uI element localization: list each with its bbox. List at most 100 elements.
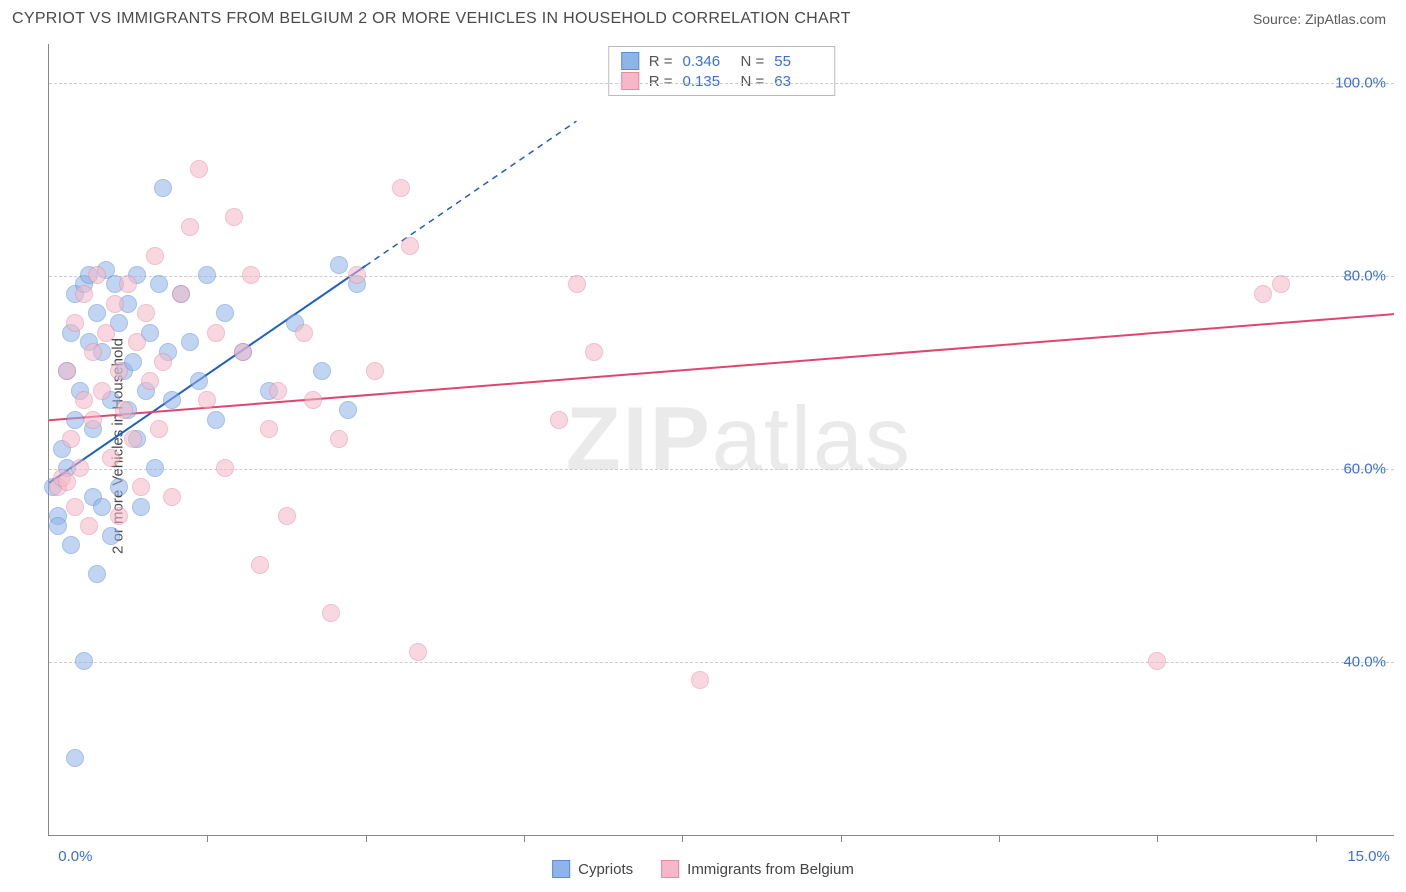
legend-label: Immigrants from Belgium (687, 861, 854, 878)
x-tick (1316, 835, 1317, 842)
data-point (66, 498, 84, 516)
data-point (392, 179, 410, 197)
n-value: 63 (774, 73, 822, 90)
data-point (93, 382, 111, 400)
data-point (154, 353, 172, 371)
data-point (58, 473, 76, 491)
data-point (251, 556, 269, 574)
r-value: 0.346 (683, 53, 731, 70)
data-point (163, 391, 181, 409)
data-point (330, 430, 348, 448)
chart-title: CYPRIOT VS IMMIGRANTS FROM BELGIUM 2 OR … (12, 10, 851, 28)
data-point (110, 507, 128, 525)
data-point (691, 671, 709, 689)
data-point (322, 604, 340, 622)
data-point (181, 333, 199, 351)
data-point (150, 275, 168, 293)
legend-swatch (661, 860, 679, 878)
data-point (102, 527, 120, 545)
watermark: ZIPatlas (566, 388, 912, 491)
data-point (366, 362, 384, 380)
data-point (124, 430, 142, 448)
data-point (62, 536, 80, 554)
x-tick-label: 15.0% (1347, 848, 1390, 865)
data-point (348, 266, 366, 284)
data-point (1272, 275, 1290, 293)
r-label: R = (649, 53, 673, 70)
data-point (154, 179, 172, 197)
data-point (141, 372, 159, 390)
scatter-chart: ZIPatlas R =0.346N =55R =0.135N =63 40.0… (48, 44, 1394, 836)
data-point (216, 459, 234, 477)
data-point (401, 237, 419, 255)
data-point (115, 401, 133, 419)
data-point (66, 411, 84, 429)
data-point (128, 333, 146, 351)
data-point (71, 459, 89, 477)
data-point (409, 643, 427, 661)
chart-header: CYPRIOT VS IMMIGRANTS FROM BELGIUM 2 OR … (0, 0, 1406, 33)
data-point (80, 517, 98, 535)
data-point (146, 459, 164, 477)
y-tick-label: 60.0% (1343, 460, 1386, 477)
data-point (84, 411, 102, 429)
legend-item: Immigrants from Belgium (661, 860, 854, 878)
gridline (49, 469, 1394, 470)
data-point (550, 411, 568, 429)
data-point (84, 343, 102, 361)
data-point (207, 324, 225, 342)
data-point (137, 304, 155, 322)
x-tick (366, 835, 367, 842)
data-point (260, 420, 278, 438)
data-point (1148, 652, 1166, 670)
y-tick-label: 40.0% (1343, 654, 1386, 671)
data-point (106, 295, 124, 313)
data-point (585, 343, 603, 361)
x-tick (999, 835, 1000, 842)
data-point (49, 517, 67, 535)
y-tick-label: 80.0% (1343, 267, 1386, 284)
x-tick (207, 835, 208, 842)
x-tick-label: 0.0% (58, 848, 92, 865)
data-point (304, 391, 322, 409)
correlation-legend: R =0.346N =55R =0.135N =63 (608, 46, 836, 96)
data-point (172, 285, 190, 303)
data-point (330, 256, 348, 274)
r-value: 0.135 (683, 73, 731, 90)
x-tick (1157, 835, 1158, 842)
data-point (1254, 285, 1272, 303)
data-point (119, 275, 137, 293)
data-point (75, 285, 93, 303)
data-point (88, 304, 106, 322)
data-point (568, 275, 586, 293)
legend-item: Cypriots (552, 860, 633, 878)
legend-swatch (621, 52, 639, 70)
legend-row: R = 0.346 N = 55 (621, 51, 823, 71)
data-point (269, 382, 287, 400)
data-point (198, 391, 216, 409)
data-point (146, 247, 164, 265)
data-point (242, 266, 260, 284)
data-point (62, 430, 80, 448)
data-point (313, 362, 331, 380)
data-point (216, 304, 234, 322)
r-label: R = (649, 73, 673, 90)
data-point (225, 208, 243, 226)
y-tick-label: 100.0% (1335, 74, 1386, 91)
data-point (190, 160, 208, 178)
n-value: 55 (774, 53, 822, 70)
x-tick (841, 835, 842, 842)
data-point (66, 314, 84, 332)
x-tick (682, 835, 683, 842)
x-tick (524, 835, 525, 842)
data-point (93, 498, 111, 516)
data-point (102, 449, 120, 467)
data-point (198, 266, 216, 284)
data-point (110, 362, 128, 380)
legend-swatch (552, 860, 570, 878)
series-legend: Cypriots Immigrants from Belgium (552, 860, 854, 878)
n-label: N = (741, 53, 765, 70)
legend-label: Cypriots (578, 861, 633, 878)
trend-lines (49, 44, 1394, 835)
data-point (75, 391, 93, 409)
